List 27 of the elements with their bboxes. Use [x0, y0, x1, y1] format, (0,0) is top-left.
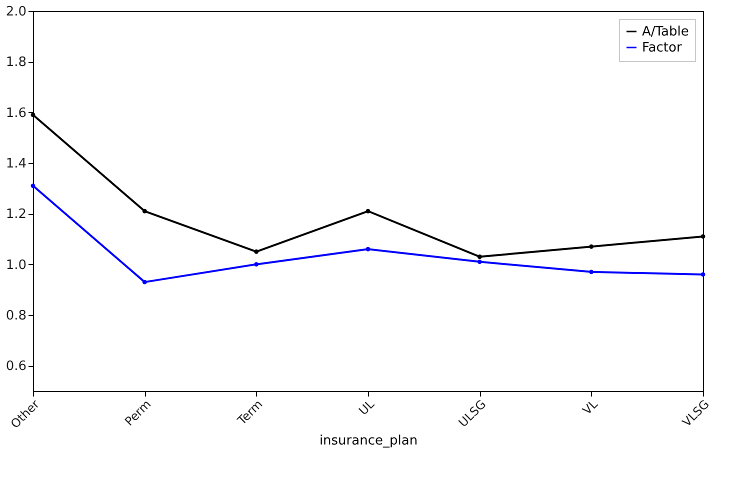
- y-tick-label: 1.2: [6, 207, 26, 222]
- point: [589, 244, 594, 249]
- point: [142, 208, 147, 214]
- y-tick-label: 0.6: [6, 359, 26, 374]
- point: [366, 208, 370, 214]
- point: [477, 260, 482, 264]
- point: [142, 280, 147, 284]
- x-tick-label: VL: [580, 396, 601, 418]
- point: [700, 272, 706, 277]
- y-tick-label: 0.8: [6, 308, 26, 324]
- point: [700, 234, 706, 239]
- point: [30, 184, 36, 188]
- point: [589, 270, 594, 274]
- x-axis-title: insurance_plan: [319, 433, 418, 448]
- y-tick-label: 1.4: [6, 156, 26, 172]
- point: [254, 262, 259, 267]
- x-tick-label: UL: [356, 396, 378, 418]
- y-tick-label: 2.0: [6, 4, 26, 20]
- point: [366, 246, 370, 252]
- point: [254, 249, 259, 254]
- legend-label: A/Table: [642, 24, 689, 40]
- point: [477, 254, 482, 259]
- legend-label: Factor: [642, 40, 682, 56]
- y-tick-label: 1.6: [6, 106, 26, 121]
- point: [30, 112, 36, 118]
- y-tick-label: 1.8: [6, 55, 26, 70]
- y-tick-label: 1.0: [6, 258, 26, 273]
